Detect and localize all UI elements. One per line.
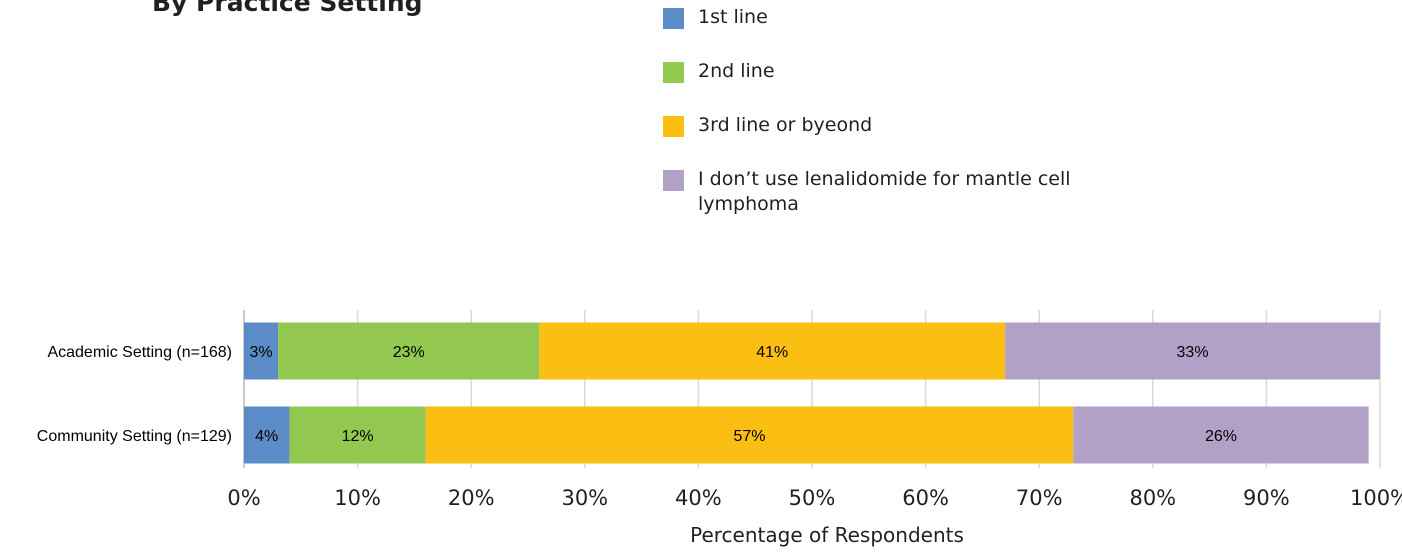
- data-label: 23%: [393, 344, 425, 361]
- legend-label-3rd-line: 3rd line or byeond: [698, 114, 873, 136]
- category-label: Academic Setting (n=168): [47, 344, 232, 361]
- legend-item-3rd-line: 3rd line or byeond: [663, 113, 1118, 138]
- category-label: Community Setting (n=129): [37, 428, 232, 445]
- chart-title: By Practice Setting: [152, 0, 423, 17]
- bar-segment: [539, 322, 1006, 380]
- legend-label-1st-line: 1st line: [698, 6, 768, 28]
- data-label: 26%: [1205, 428, 1237, 445]
- x-tick-label: 90%: [1243, 486, 1290, 510]
- legend-label-2nd-line: 2nd line: [698, 60, 775, 82]
- legend-swatch-2nd-line: [663, 62, 684, 83]
- x-axis-title: Percentage of Respondents: [690, 523, 964, 547]
- legend-label-no-use: I don’t use lenalidomide for mantle cell…: [698, 168, 1071, 215]
- x-tick-label: 10%: [334, 486, 381, 510]
- legend-swatch-no-use: [663, 170, 684, 191]
- legend-swatch-1st-line: [663, 8, 684, 29]
- x-tick-label: 40%: [675, 486, 722, 510]
- legend-item-no-use: I don’t use lenalidomide for mantle cell…: [663, 167, 1118, 217]
- bar-segment: [289, 406, 426, 464]
- bar-segment: [244, 322, 279, 380]
- legend-item-2nd-line: 2nd line: [663, 59, 1118, 84]
- x-tick-label: 50%: [789, 486, 836, 510]
- bar-segment: [244, 406, 290, 464]
- x-tick-label: 100%: [1350, 486, 1402, 510]
- x-tick-label: 0%: [227, 486, 260, 510]
- data-label: 12%: [342, 428, 374, 445]
- legend-swatch-3rd-line: [663, 116, 684, 137]
- x-tick-label: 80%: [1129, 486, 1176, 510]
- x-tick-label: 70%: [1016, 486, 1063, 510]
- data-label: 4%: [255, 428, 278, 445]
- data-label: 41%: [756, 344, 788, 361]
- data-label: 57%: [734, 428, 766, 445]
- data-label: 33%: [1177, 344, 1209, 361]
- bar-segment: [425, 406, 1074, 464]
- bar-segment: [278, 322, 540, 380]
- x-tick-label: 60%: [902, 486, 949, 510]
- legend-item-1st-line: 1st line: [663, 5, 1118, 30]
- bar-segment: [1005, 322, 1380, 380]
- x-tick-label: 20%: [448, 486, 495, 510]
- data-label: 3%: [249, 344, 272, 361]
- bar-segment: [1073, 406, 1369, 464]
- x-tick-label: 30%: [561, 486, 608, 510]
